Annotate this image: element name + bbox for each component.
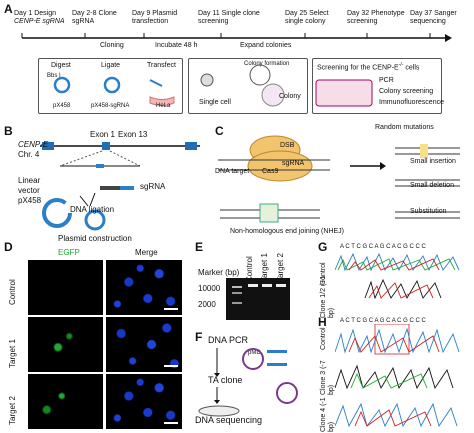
panel-label-g: G	[318, 240, 328, 254]
workflow-box-screening: Screening for the CENP-E-/- cells PCR Co…	[312, 58, 444, 114]
g-row-clone: Clone 1/2 (+1 bp)	[320, 275, 335, 318]
screening-title-end: cells	[403, 64, 420, 72]
screen-if: Immunofluorescence	[379, 99, 444, 106]
panel-f-graphic	[198, 348, 298, 417]
h-row-clone4: Clone 4 (-1 bp)	[320, 397, 335, 432]
under-incubate: Incubate 48 h	[155, 42, 198, 49]
d-target1-merge	[106, 317, 182, 372]
c-sub: Substitution	[410, 208, 447, 215]
f-ta: TA clone	[208, 375, 243, 385]
step4-line1: Day 11 Single clone	[198, 10, 260, 17]
d-target2-egfp	[28, 374, 103, 429]
step5-line1: Day 25 Select	[285, 10, 329, 17]
digest-label: Digest	[51, 62, 71, 69]
step7-line1: Day 37 Sanger	[410, 10, 457, 17]
c-cas9: Cas9	[262, 168, 279, 175]
px458-sgrna-label: pX458-sgRNA	[91, 103, 130, 109]
c-nhej: Non-homologous end joining (NHEJ)	[230, 228, 345, 235]
step1-line1: Day 1 Design	[14, 10, 57, 17]
colony-formation-label: Colony formation	[244, 61, 290, 67]
g-chromatogram	[335, 252, 460, 300]
d-control-egfp	[28, 260, 103, 315]
b-exon1: Exon 1	[90, 130, 115, 139]
panel-label-e: E	[195, 240, 204, 254]
panel-label-a: A	[4, 2, 13, 16]
panel-label-c: C	[215, 124, 224, 138]
step6-line1: Day 32 Phenotype	[347, 10, 405, 17]
d-egfp: EGFP	[58, 248, 80, 257]
e-ladder-10000: 10000	[198, 284, 221, 293]
step3-line2: transfection	[132, 18, 169, 25]
e-marker: Marker (bp)	[198, 268, 240, 277]
screening-title: Screening for the CENP-E	[317, 64, 399, 72]
d-row-control: Control	[8, 279, 17, 305]
step3-line1: Day 9 Plasmid	[132, 10, 178, 17]
px458-label: pX458	[53, 103, 71, 109]
ligate-label: Ligate	[101, 62, 121, 69]
g-seq: A C T C G C A G C A C G C C C	[340, 244, 426, 250]
c-dsb: DSB	[280, 142, 295, 149]
screen-pcr: PCR	[379, 77, 394, 84]
b-sgrna: sgRNA	[140, 182, 166, 191]
e-gel	[226, 278, 290, 320]
timeline-graphic	[21, 33, 452, 107]
c-sgrna: sgRNA	[282, 160, 305, 167]
b-ligation: DNA ligation	[70, 205, 115, 214]
panel-label-b: B	[4, 124, 13, 138]
b-gene: CENP-E	[18, 140, 49, 149]
b-px: pX458	[18, 196, 42, 205]
d-merge: Merge	[135, 248, 158, 257]
step4-line2: screening	[198, 18, 229, 25]
screen-colony: Colony screening	[379, 88, 434, 95]
step2-line1: Day 2-8 Clone	[72, 10, 117, 17]
transfect-label: Transfect	[147, 62, 176, 69]
b-construct: Plasmid construction	[58, 234, 132, 243]
step5-line2: single colony	[285, 18, 326, 25]
workflow-box-colony: Colony formation Single cell Colony	[188, 58, 308, 114]
d-row-target1: Target 1	[8, 339, 17, 368]
c-ins: Small insertion	[410, 158, 456, 165]
single-cell-label: Single cell	[199, 99, 231, 106]
b-chr: Chr. 4	[18, 150, 40, 159]
b-linear: Linear	[18, 176, 41, 185]
step2-line2: sgRNA	[72, 18, 95, 25]
panel-label-f: F	[195, 330, 203, 344]
b-vector: vector	[18, 186, 40, 195]
d-target1-egfp	[28, 317, 103, 372]
f-pcr: DNA PCR	[208, 335, 249, 345]
panel-label-h: H	[318, 315, 327, 329]
screening-sup: -/-	[398, 62, 404, 68]
under-expand: Expand colonies	[240, 42, 292, 49]
c-target: DNA target	[215, 168, 250, 175]
f-pmd: pMD	[248, 350, 261, 356]
hela-label: HeLa	[156, 103, 171, 109]
step1-line2: CENP-E sgRNA	[14, 18, 65, 25]
c-random: Random mutations	[375, 124, 434, 131]
step6-line2: screening	[347, 18, 378, 25]
f-seq: DNA sequencing	[195, 415, 263, 425]
colony-label: Colony	[279, 93, 301, 100]
panel-label-d: D	[4, 240, 13, 254]
bbs-label: Bbs I	[47, 73, 61, 79]
d-target2-merge	[106, 374, 182, 429]
c-del: Small deletion	[410, 182, 454, 189]
h-row-clone3: Clone 3 (-7 bp)	[320, 360, 335, 395]
h-row-control: Control	[320, 327, 327, 350]
panel-c-graphic	[218, 135, 460, 223]
workflow-box-cloning: Digest Ligate Transfect Bbs I pX458 pX45…	[38, 58, 183, 114]
d-control-merge	[106, 260, 182, 315]
h-chromatogram	[335, 324, 460, 428]
h-seq: A C T C G C A G C A C G C C C	[340, 318, 426, 324]
panel-b-graphic	[40, 142, 200, 231]
step7-line2: sequencing	[410, 18, 446, 25]
e-ladder-2000: 2000	[198, 300, 216, 309]
d-row-target2: Target 2	[8, 396, 17, 425]
under-cloning: Cloning	[100, 42, 124, 49]
b-exon13: Exon 13	[118, 130, 148, 139]
